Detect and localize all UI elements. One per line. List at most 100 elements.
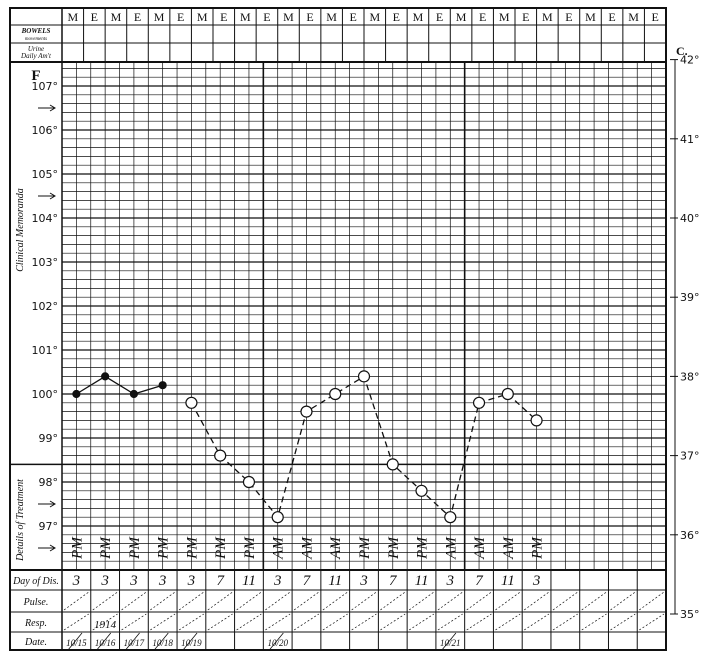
resp-diagonal (236, 613, 262, 631)
time-period-label: PM (386, 536, 402, 560)
shift-label: E (608, 10, 615, 24)
time-period-label: PM (184, 536, 200, 560)
data-point (185, 396, 198, 409)
time-period-label: PM (357, 536, 373, 560)
left-tick-label: 101° (32, 344, 59, 357)
pulse-diagonal (236, 591, 262, 611)
fahrenheit-unit: F (31, 68, 40, 84)
left-tick-label: 98° (39, 476, 59, 489)
day-of-dis-value: 11 (501, 573, 515, 589)
data-point (415, 484, 428, 497)
pulse-diagonal (523, 591, 550, 611)
date-value: 10/18 (152, 638, 173, 648)
day-of-dis-value: 11 (328, 573, 342, 589)
shift-label: M (67, 10, 78, 24)
pulse-diagonal (92, 591, 118, 611)
right-tick-label: 35° (680, 608, 700, 621)
pulse-diagonal (466, 591, 492, 611)
day-of-dis-value: 11 (242, 573, 256, 589)
day-of-dis-value: 7 (216, 573, 225, 589)
shift-label: M (111, 10, 122, 24)
day-of-dis-value: 7 (389, 573, 398, 589)
date-slash (125, 632, 140, 651)
data-point (242, 475, 256, 489)
pulse-diagonal (581, 591, 607, 611)
day-of-dis-value: 3 (446, 573, 455, 589)
bowels-label: BOWELS (21, 27, 51, 35)
resp-diagonal (610, 613, 636, 631)
series-line (76, 375, 163, 395)
left-tick-label: 103° (32, 256, 59, 269)
shift-label: M (197, 10, 208, 24)
left-tick-label: 102° (32, 300, 59, 313)
right-tick-label: 37° (680, 450, 700, 463)
pulse-diagonal (150, 591, 176, 611)
date-slash (182, 632, 198, 651)
arrow-icon (49, 544, 56, 552)
data-point (472, 396, 486, 409)
left-tick-label: 106° (32, 124, 59, 137)
day-of-dis-value: 3 (100, 573, 109, 589)
arrow-icon (49, 192, 56, 200)
resp-diagonal (639, 613, 665, 631)
pulse-diagonal (63, 591, 89, 611)
resp-diagonal (63, 613, 89, 631)
data-point (357, 370, 371, 383)
resp-diagonal (150, 613, 176, 631)
right-tick-label: 36° (680, 529, 700, 542)
resp-diagonal (495, 613, 521, 631)
time-period-label: AM (328, 536, 344, 560)
resp-label: Resp. (24, 618, 47, 629)
shift-label: E (306, 10, 313, 24)
time-period-label: AM (299, 536, 315, 560)
right-tick-label: 42° (680, 54, 700, 67)
resp-diagonal (92, 613, 118, 631)
day-of-dis-value: 3 (72, 573, 81, 589)
data-point (444, 511, 457, 524)
data-point (158, 381, 167, 390)
clinical-memoranda-label: Clinical Memoranda (15, 188, 26, 272)
date-slash (441, 632, 457, 651)
shift-label: E (565, 10, 572, 24)
data-point (129, 389, 139, 399)
data-point (530, 414, 543, 427)
urine-sub-label: Daily Am't (20, 52, 52, 60)
day-of-dis-label: Day of Dis. (12, 576, 59, 587)
time-period-label: PM (415, 536, 431, 560)
resp-diagonal (466, 613, 492, 631)
shift-label: E (393, 10, 400, 24)
date-slash (96, 632, 112, 651)
pulse-diagonal (351, 591, 377, 611)
date-value: 10/20 (267, 638, 288, 648)
day-of-dis-value: 7 (303, 573, 312, 589)
date-value: 10/15 (66, 638, 87, 648)
year-label: 1914 (94, 619, 117, 631)
left-tick-label: 107° (32, 80, 59, 93)
shift-label: E (263, 10, 270, 24)
data-point (214, 449, 227, 462)
resp-diagonal (293, 613, 320, 631)
data-point (300, 405, 313, 418)
shift-label: M (283, 10, 294, 24)
left-tick-label: 104° (32, 212, 59, 225)
time-period-label: PM (530, 536, 546, 560)
pulse-diagonal (207, 591, 233, 611)
date-slash (67, 632, 83, 651)
resp-diagonal (178, 613, 204, 631)
pulse-diagonal (610, 591, 636, 611)
time-period-label: PM (69, 536, 85, 560)
time-period-label: PM (213, 536, 229, 560)
day-of-dis-value: 3 (129, 573, 138, 589)
details-of-treatment-label: Details of Treatment (15, 479, 26, 562)
data-point (271, 511, 284, 524)
time-period-label: AM (271, 536, 287, 560)
pulse-diagonal (293, 591, 320, 611)
shift-label: M (542, 10, 553, 24)
pulse-diagonal (322, 591, 348, 611)
date-slash (153, 632, 169, 651)
date-value: 10/21 (440, 638, 461, 648)
left-tick-label: 105° (32, 168, 59, 181)
resp-diagonal (437, 613, 463, 631)
shift-label: E (479, 10, 486, 24)
